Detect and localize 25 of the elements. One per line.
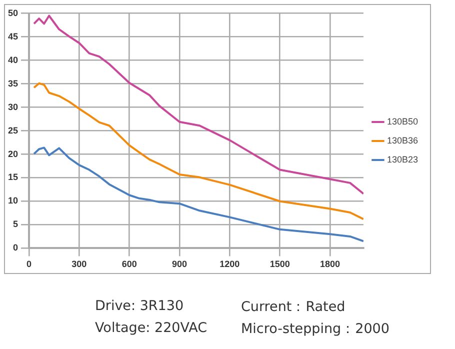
legend-label: 130B36 [386,135,418,146]
x-tick-label: 600 [122,259,137,270]
x-tick-label: 900 [172,259,188,270]
legend-label: 130B23 [386,154,418,164]
y-tick-label: 30 [8,102,18,112]
y-tick-label: 45 [8,31,18,42]
y-tick-label: 25 [8,125,18,136]
x-tick-label: 300 [72,259,87,270]
x-tick-label: 1500 [270,259,290,270]
text: Drive: 3R130 [95,298,185,316]
x-tick-label: 1200 [220,259,240,270]
x-tick-label: 0 [26,259,32,270]
y-tick-label: 15 [8,172,18,182]
y-tick-label: 50 [8,8,18,18]
y-tick-label: 0 [12,242,18,253]
text: Current：Rated [241,298,346,316]
legend-label: 130B50 [386,116,418,126]
text: Micro-stepping：2000 [241,320,390,338]
y-tick-label: 5 [12,219,18,230]
y-tick-label: 40 [8,54,18,65]
x-tick-label: 1800 [320,259,340,270]
y-tick-label: 20 [8,148,18,159]
text: Voltage: 220VAC [95,320,208,338]
y-tick-label: 10 [8,196,18,206]
y-tick-label: 35 [8,78,18,88]
